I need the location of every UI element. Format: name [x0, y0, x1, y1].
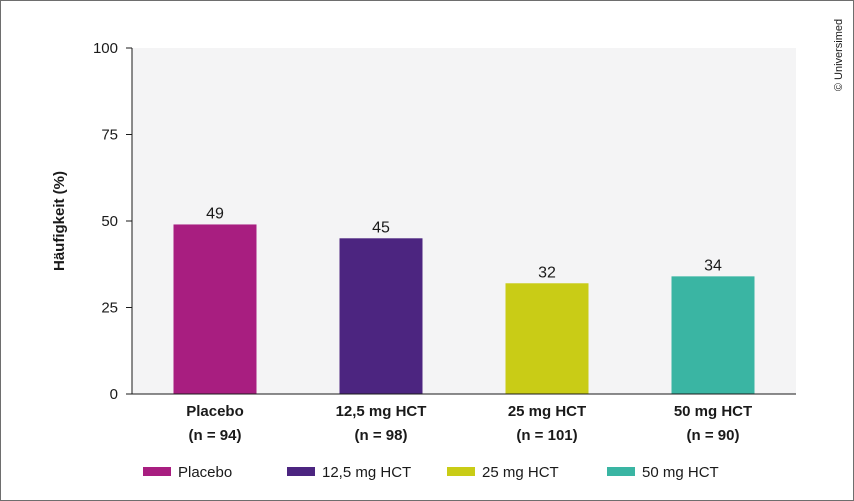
x-category-n: (n = 94)	[189, 427, 242, 444]
bar-2	[339, 238, 423, 394]
y-tick-label: 75	[101, 127, 118, 144]
x-category-label: 12,5 mg HCT	[336, 403, 427, 420]
legend-label: 50 mg HCT	[642, 464, 719, 481]
copyright-text: © Universimed	[833, 19, 845, 91]
legend-label: Placebo	[178, 464, 232, 481]
x-category-label: 25 mg HCT	[508, 403, 586, 420]
legend-swatch	[447, 467, 475, 476]
y-tick-label: 0	[110, 386, 118, 403]
x-category-label: 50 mg HCT	[674, 403, 752, 420]
legend-label: 25 mg HCT	[482, 464, 559, 481]
data-label: 45	[372, 219, 390, 236]
x-category-n: (n = 98)	[355, 427, 408, 444]
bar-4	[671, 276, 755, 394]
y-tick-label: 100	[93, 40, 118, 57]
y-tick-label: 25	[101, 300, 118, 317]
data-label: 49	[206, 205, 224, 222]
y-tick-label: 50	[101, 213, 118, 230]
legend-label: 12,5 mg HCT	[322, 464, 411, 481]
bar-3	[505, 283, 589, 394]
legend-swatch	[287, 467, 315, 476]
legend-swatch	[607, 467, 635, 476]
data-label: 34	[704, 257, 722, 274]
legend-swatch	[143, 467, 171, 476]
bar-1	[173, 224, 257, 394]
data-label: 32	[538, 264, 556, 281]
x-category-label: Placebo	[186, 403, 244, 420]
x-category-n: (n = 101)	[516, 427, 577, 444]
y-axis-label: Häufigkeit (%)	[51, 171, 68, 271]
x-category-n: (n = 90)	[687, 427, 740, 444]
